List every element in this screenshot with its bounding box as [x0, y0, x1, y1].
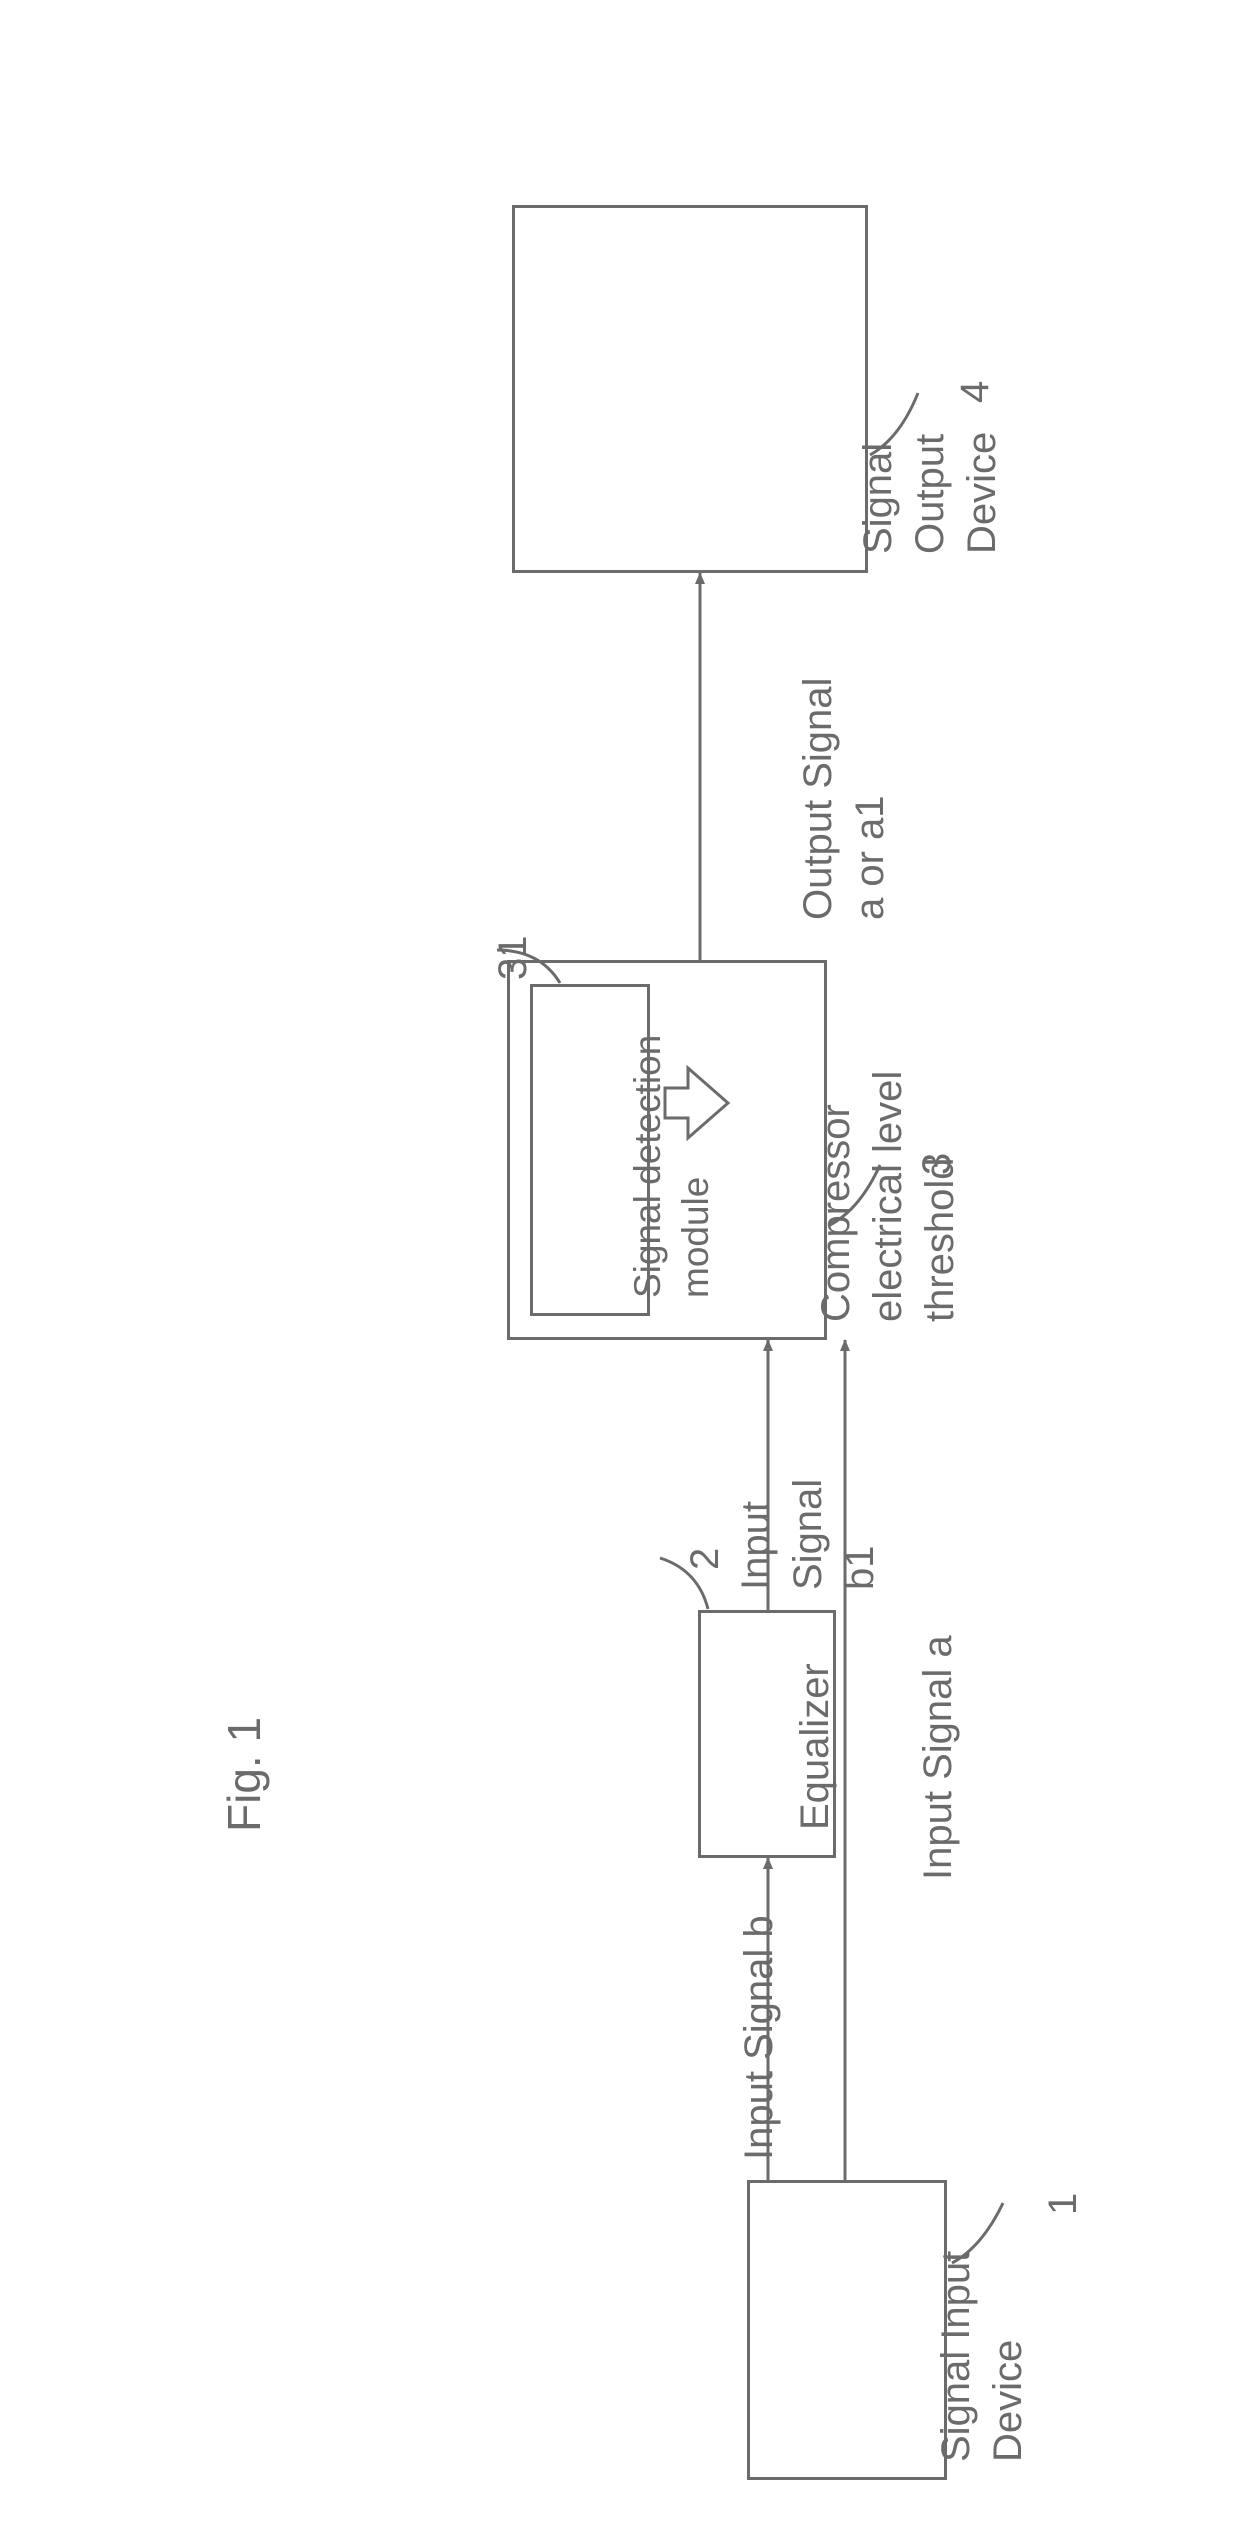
ref-1-text: 1 [1041, 2193, 1085, 2215]
figure-label: Fig. 1 [216, 1717, 274, 1832]
equalizer-text: Equalizer [793, 1663, 837, 1830]
signal-output-line1: Signal [856, 443, 900, 554]
compressor-line2: electrical level [866, 1071, 910, 1322]
input-signal-b-label: Input Signal b [734, 1915, 784, 2160]
input-a-text: Input Signal a [916, 1635, 960, 1880]
ref-2: 2 [680, 1548, 730, 1570]
ref-2-text: 2 [683, 1548, 727, 1570]
figure-label-text: Fig. 1 [218, 1717, 270, 1832]
output-line1: Output Signal [796, 678, 840, 920]
compressor-label: Compressor electrical level threshold [810, 962, 966, 1322]
ref-3: 3 [912, 1153, 962, 1175]
ref-3-text: 3 [915, 1153, 959, 1175]
input-b1-line3: b1 [838, 1546, 882, 1591]
signal-input-device-label: Signal Input Device [930, 2182, 1034, 2462]
signal-input-device-box [747, 2180, 947, 2480]
diagram-canvas: Signal Input Device Equalizer Compressor… [0, 0, 1240, 2532]
input-signal-a-label: Input Signal a [913, 1635, 963, 1880]
signal-output-line3: Device [960, 432, 1004, 554]
output-line2: a or a1 [848, 795, 892, 920]
ref-4: 4 [950, 381, 1000, 403]
ref-1: 1 [1038, 2193, 1088, 2215]
input-signal-b1-label: Input Signal b1 [730, 1350, 886, 1590]
signal-input-line2: Device [986, 2340, 1030, 2462]
signal-detection-line2: module [675, 1177, 716, 1298]
ref-31-text: 31 [491, 936, 535, 981]
ref-4-text: 4 [953, 381, 997, 403]
compressor-line3: threshold [918, 1157, 962, 1322]
signal-detection-label: Signal detection module [624, 982, 720, 1298]
output-signal-label: Output Signal a or a1 [792, 580, 896, 920]
signal-output-device-box [512, 205, 868, 573]
signal-input-line1: Signal Input [934, 2251, 978, 2462]
signal-output-line2: Output [908, 434, 952, 554]
signal-detection-line1: Signal detection [627, 1035, 668, 1298]
input-b1-line2: Signal [786, 1479, 830, 1590]
compressor-line1: Compressor [814, 1104, 858, 1322]
equalizer-label: Equalizer [790, 1663, 840, 1830]
input-b-text: Input Signal b [737, 1915, 781, 2160]
ref-31: 31 [488, 936, 538, 981]
input-b1-line1: Input [734, 1501, 778, 1590]
